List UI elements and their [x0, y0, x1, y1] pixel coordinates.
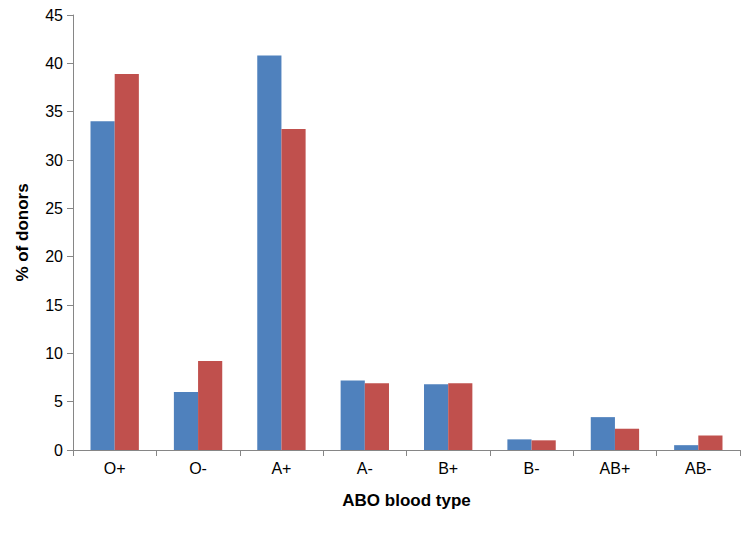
svg-text:5: 5 [54, 393, 63, 410]
svg-text:% of donors: % of donors [13, 183, 32, 281]
svg-text:B+: B+ [438, 460, 458, 477]
svg-text:O-: O- [189, 460, 207, 477]
svg-text:30: 30 [45, 152, 63, 169]
svg-text:0: 0 [54, 442, 63, 459]
svg-text:B-: B- [524, 460, 540, 477]
svg-text:35: 35 [45, 103, 63, 120]
svg-text:20: 20 [45, 248, 63, 265]
svg-text:AB-: AB- [685, 460, 712, 477]
svg-text:15: 15 [45, 297, 63, 314]
svg-text:45: 45 [45, 7, 63, 24]
svg-text:AB+: AB+ [600, 460, 631, 477]
svg-text:ABO blood type: ABO blood type [342, 491, 470, 510]
svg-text:O+: O+ [104, 460, 126, 477]
svg-text:25: 25 [45, 200, 63, 217]
svg-text:A-: A- [357, 460, 373, 477]
svg-text:40: 40 [45, 55, 63, 72]
svg-text:A+: A+ [271, 460, 291, 477]
svg-text:10: 10 [45, 345, 63, 362]
